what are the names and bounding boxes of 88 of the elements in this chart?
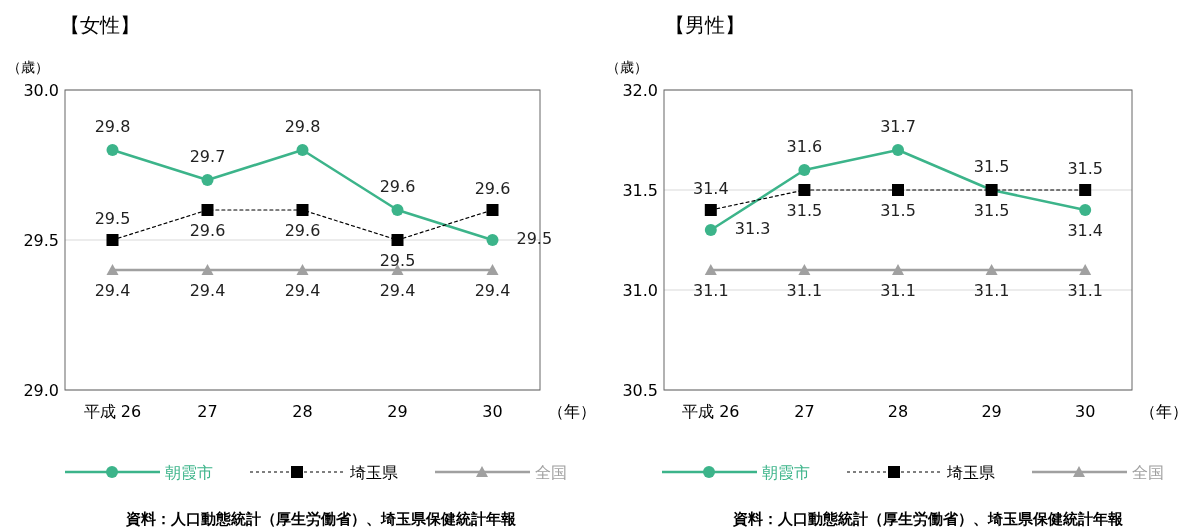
text: 全国: [535, 463, 567, 482]
data-label: 31.1: [692, 281, 729, 300]
data-label: 31.1: [786, 281, 823, 300]
y-tick-label: 31.5: [622, 181, 658, 200]
x-tick-label: 30: [482, 402, 503, 421]
y-tick-label: 29.5: [23, 231, 59, 250]
x-tick-label: 28: [887, 402, 909, 421]
data-label: 29.8: [94, 117, 131, 136]
point: [296, 264, 309, 275]
data-label: 31.5: [880, 201, 916, 220]
data-label: 29.6: [379, 177, 416, 196]
point: [798, 184, 811, 196]
data-label: 31.1: [1067, 281, 1104, 300]
data-label: 29.5: [516, 229, 553, 248]
text: 朝霞市: [762, 463, 810, 482]
data-label: 29.5: [379, 251, 416, 270]
x-tick-label: 29: [981, 402, 1002, 421]
point: [486, 234, 499, 246]
point: [391, 204, 404, 216]
point: [486, 264, 499, 275]
point: [201, 174, 214, 186]
y-tick-label: 29.0: [23, 381, 59, 400]
data-label: 31.6: [786, 137, 823, 156]
x-axis-title: （年）: [548, 402, 596, 421]
text: 埼玉県: [349, 463, 398, 482]
point: [798, 164, 811, 176]
data-label: 31.7: [880, 117, 916, 136]
data-label: 31.4: [1067, 221, 1104, 240]
point: [798, 264, 811, 275]
point: [296, 144, 309, 156]
point: [704, 264, 717, 275]
point: [391, 234, 404, 246]
point: [201, 204, 214, 216]
data-label: 29.6: [474, 179, 511, 198]
chart-title: 【女性】: [60, 13, 140, 37]
point: [704, 204, 717, 216]
point: [985, 264, 998, 275]
x-tick-label: 29: [387, 402, 408, 421]
data-label: 29.6: [284, 221, 321, 240]
y-axis-title: （歳）: [7, 59, 49, 75]
point: [106, 264, 119, 275]
point: [201, 264, 214, 275]
data-label: 31.4: [692, 179, 729, 198]
x-tick-label: 平成 26: [682, 402, 740, 421]
text: 資料：人口動態統計（厚生労働省）、埼玉県保健統計年報: [732, 510, 1124, 528]
data-label: 29.4: [474, 281, 511, 300]
text: 埼玉県: [946, 463, 995, 482]
y-tick-label: 31.0: [622, 281, 658, 300]
data-label: 29.6: [189, 221, 226, 240]
y-tick-label: 30.0: [23, 81, 59, 100]
data-label: 31.3: [734, 219, 771, 238]
data-label: 29.8: [284, 117, 321, 136]
data-label: 29.4: [379, 281, 416, 300]
point: [106, 144, 119, 156]
point: [892, 184, 904, 196]
data-label: 29.5: [94, 209, 131, 228]
point: [892, 264, 904, 275]
point: [486, 204, 499, 216]
x-tick-label: 28: [292, 402, 313, 421]
x-tick-label: 30: [1075, 402, 1096, 421]
data-label: 31.5: [973, 157, 1010, 176]
data-label: 29.4: [94, 281, 131, 300]
x-axis-title: （年）: [1140, 402, 1184, 421]
data-label: 31.5: [786, 201, 823, 220]
data-label: 29.4: [189, 281, 226, 300]
data-label: 31.1: [973, 281, 1010, 300]
y-axis-title: （歳）: [606, 59, 648, 75]
data-label: 29.4: [284, 281, 321, 300]
x-tick-label: 平成 26: [83, 402, 142, 421]
point: [1079, 184, 1092, 196]
text: 朝霞市: [165, 463, 213, 482]
chart-title: 【男性】: [665, 13, 745, 37]
data-label: 29.7: [189, 147, 226, 166]
text: 全国: [1132, 463, 1164, 482]
data-label: 31.5: [1067, 159, 1104, 178]
text: 資料：人口動態統計（厚生労働省）、埼玉県保健統計年報: [125, 510, 517, 528]
data-label: 31.1: [880, 281, 916, 300]
y-tick-label: 32.0: [622, 81, 658, 100]
point: [1079, 264, 1092, 275]
x-tick-label: 27: [197, 402, 218, 421]
y-tick-label: 30.5: [622, 381, 658, 400]
point: [296, 204, 309, 216]
point: [106, 234, 119, 246]
point: [704, 224, 717, 236]
x-tick-label: 27: [794, 402, 815, 421]
data-label: 31.5: [973, 201, 1010, 220]
point: [892, 144, 904, 156]
point: [1079, 204, 1092, 216]
